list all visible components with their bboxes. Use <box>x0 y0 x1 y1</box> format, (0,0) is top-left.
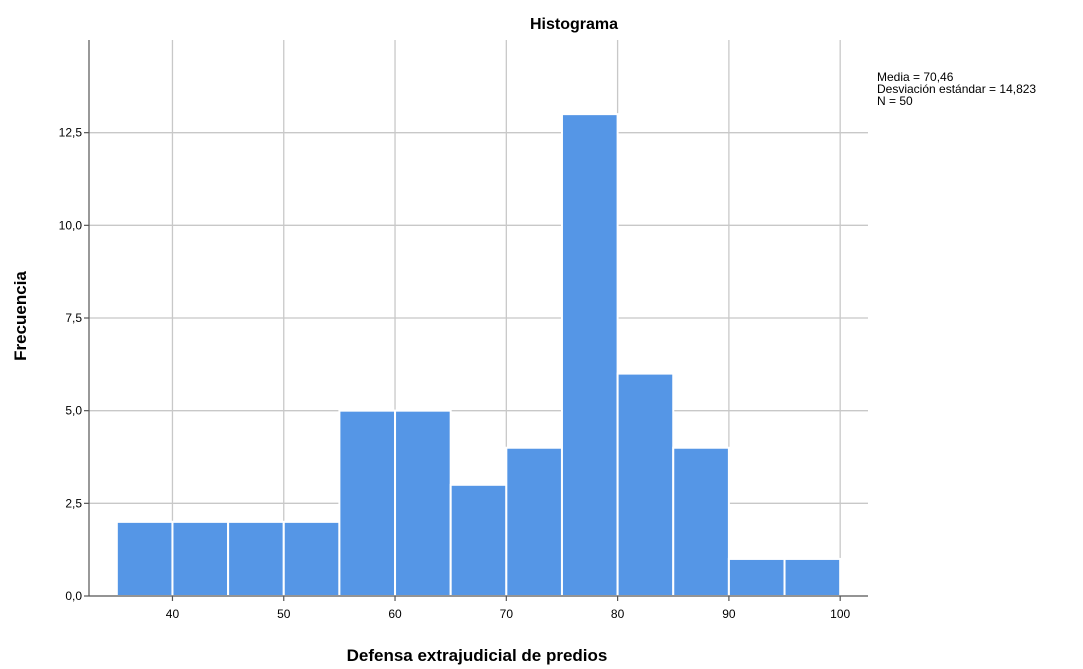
y-tick-label-0: 0,0 <box>65 589 82 603</box>
histogram-bar-75-80 <box>560 113 619 597</box>
y-tick-label-2: 5,0 <box>65 404 82 418</box>
histogram-bar-90-95 <box>727 557 786 598</box>
x-tick-label-60: 60 <box>388 607 402 621</box>
histogram-bar-55-60 <box>338 409 397 597</box>
x-tick-label-50: 50 <box>277 607 291 621</box>
x-tick-label-100: 100 <box>830 607 850 621</box>
chart-title: Histograma <box>530 16 618 33</box>
stat-mean: Media = 70,46 <box>877 70 954 84</box>
histogram-bars <box>115 113 842 598</box>
stat-n: N = 50 <box>877 94 913 108</box>
x-axis-title: Defensa extrajudicial de predios <box>347 646 608 665</box>
y-tick-label-4: 10,0 <box>59 218 83 232</box>
statistics-box: Media = 70,46 Desviación estándar = 14,8… <box>877 70 1036 108</box>
axes <box>84 40 868 601</box>
y-tick-label-3: 7,5 <box>65 311 82 325</box>
histogram-bar-70-75 <box>505 446 563 597</box>
stat-std-dev: Desviación estándar = 14,823 <box>877 82 1036 96</box>
histogram-bar-65-70 <box>449 483 508 597</box>
x-tick-label-40: 40 <box>166 607 180 621</box>
y-tick-label-1: 2,5 <box>65 496 82 510</box>
y-axis-title: Frecuencia <box>11 271 30 361</box>
histogram-bar-40-45 <box>171 520 230 597</box>
tick-labels: 40 50 60 70 80 90 100 0,0 2,5 5,0 7,5 10,0 12,5 <box>59 126 851 621</box>
x-tick-label-80: 80 <box>611 607 625 621</box>
histogram-bar-45-50 <box>227 520 285 597</box>
histogram-bar-35-40 <box>115 520 174 597</box>
y-tick-label-5: 12,5 <box>59 126 83 140</box>
x-tick-label-90: 90 <box>722 607 736 621</box>
histogram-bar-50-55 <box>282 520 341 597</box>
histogram-bar-85-90 <box>672 446 730 597</box>
histogram-bar-60-65 <box>394 409 452 597</box>
x-tick-label-70: 70 <box>500 607 514 621</box>
histogram-bar-95-100 <box>783 557 842 598</box>
histogram-bar-80-85 <box>616 372 675 597</box>
